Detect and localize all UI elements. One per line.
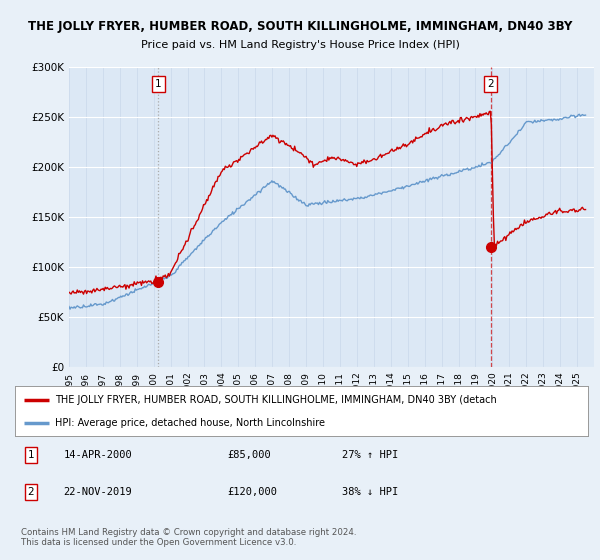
Text: 38% ↓ HPI: 38% ↓ HPI — [341, 487, 398, 497]
Text: THE JOLLY FRYER, HUMBER ROAD, SOUTH KILLINGHOLME, IMMINGHAM, DN40 3BY: THE JOLLY FRYER, HUMBER ROAD, SOUTH KILL… — [28, 20, 572, 32]
Text: £85,000: £85,000 — [227, 450, 271, 460]
Text: £120,000: £120,000 — [227, 487, 277, 497]
Text: Price paid vs. HM Land Registry's House Price Index (HPI): Price paid vs. HM Land Registry's House … — [140, 40, 460, 50]
Text: 27% ↑ HPI: 27% ↑ HPI — [341, 450, 398, 460]
Text: Contains HM Land Registry data © Crown copyright and database right 2024.
This d: Contains HM Land Registry data © Crown c… — [21, 528, 356, 547]
Text: 22-NOV-2019: 22-NOV-2019 — [64, 487, 133, 497]
Text: HPI: Average price, detached house, North Lincolnshire: HPI: Average price, detached house, Nort… — [55, 418, 325, 428]
Text: 2: 2 — [28, 487, 34, 497]
Text: 1: 1 — [28, 450, 34, 460]
Text: 1: 1 — [155, 79, 162, 89]
Text: 14-APR-2000: 14-APR-2000 — [64, 450, 133, 460]
Text: 2: 2 — [487, 79, 494, 89]
Text: THE JOLLY FRYER, HUMBER ROAD, SOUTH KILLINGHOLME, IMMINGHAM, DN40 3BY (detach: THE JOLLY FRYER, HUMBER ROAD, SOUTH KILL… — [55, 395, 497, 405]
